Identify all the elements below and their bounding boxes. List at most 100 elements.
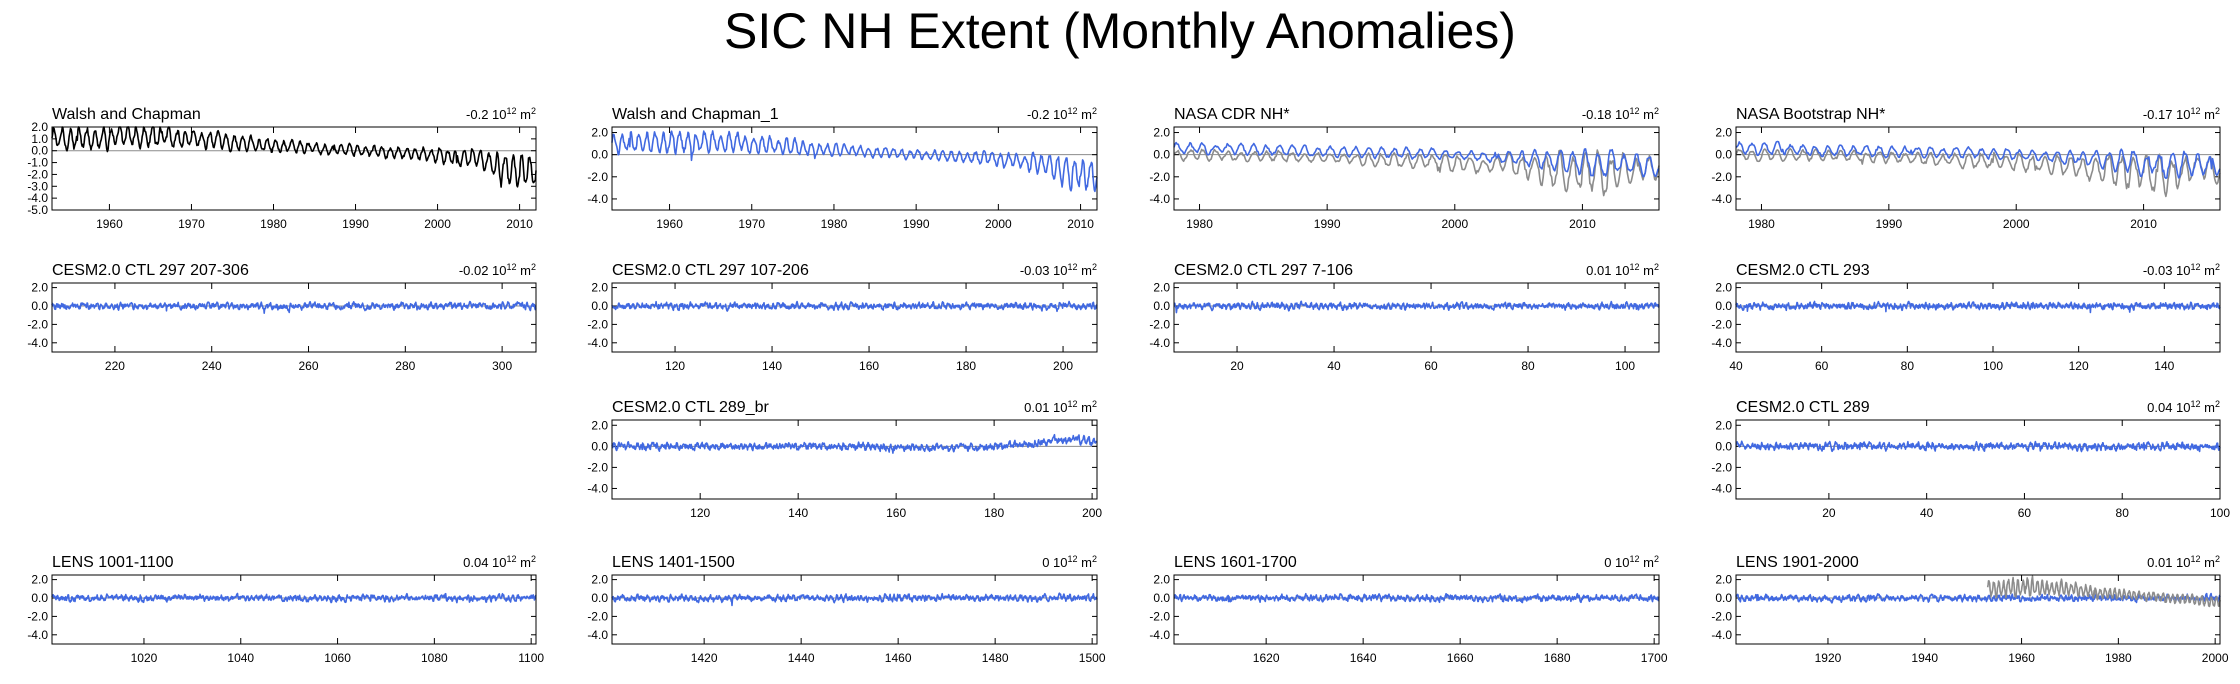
x-tick-label: 1990 bbox=[1875, 217, 1902, 231]
y-tick-label: -2.0 bbox=[1711, 170, 1732, 184]
y-tick-label: -2.0 bbox=[1149, 609, 1170, 623]
x-tick-label: 60 bbox=[1424, 359, 1438, 373]
panel-13: LENS 1901-2000 0.01 1012 m2 2.0 0.0 -2.0 -4.0… bbox=[1711, 554, 2229, 665]
y-tick-label: -4.0 bbox=[1149, 628, 1170, 642]
x-tick-label: 160 bbox=[886, 506, 906, 520]
panel-title: LENS 1601-1700 bbox=[1174, 554, 1297, 571]
plot-frame bbox=[1735, 419, 2221, 500]
y-tick-label: 2.0 bbox=[31, 573, 48, 587]
y-tick-label: 2.0 bbox=[1715, 126, 1732, 140]
plot-frame bbox=[611, 126, 1098, 211]
y-tick-label: -2.0 bbox=[1711, 609, 1732, 623]
series-line bbox=[51, 126, 537, 188]
series-line bbox=[1173, 300, 1660, 314]
panel-11: LENS 1401-1500 0 1012 m2 2.0 0.0 -2.0 -4.0 142… bbox=[587, 554, 1106, 665]
x-tick-label: 260 bbox=[299, 359, 319, 373]
x-tick-label: 1040 bbox=[227, 651, 254, 665]
y-tick-label: 2.0 bbox=[591, 126, 608, 140]
y-tick-label: -2.0 bbox=[587, 460, 608, 474]
y-tick-label: 0.0 bbox=[31, 299, 48, 313]
panel-title: LENS 1401-1500 bbox=[612, 554, 735, 571]
y-tick-label: -4.0 bbox=[27, 628, 48, 642]
x-tick-label: 1920 bbox=[1815, 651, 1842, 665]
y-tick-label: 2.0 bbox=[1715, 573, 1732, 587]
x-tick-label: 180 bbox=[956, 359, 976, 373]
y-tick-label: 2.0 bbox=[1153, 126, 1170, 140]
panel-title: NASA Bootstrap NH* bbox=[1736, 106, 1885, 123]
panel-stat: 0.04 1012 m2 bbox=[2147, 399, 2220, 415]
x-tick-label: 2010 bbox=[1569, 217, 1596, 231]
y-tick-label: -4.0 bbox=[1711, 481, 1732, 495]
panel-stat: -0.02 1012 m2 bbox=[459, 262, 536, 278]
panel-stat: -0.03 1012 m2 bbox=[2143, 262, 2220, 278]
panel-12: LENS 1601-1700 0 1012 m2 2.0 0.0 -2.0 -4.0 162… bbox=[1149, 554, 1668, 665]
x-tick-label: 2000 bbox=[2003, 217, 2030, 231]
y-tick-label: -4.0 bbox=[1711, 192, 1732, 206]
y-tick-label: 0.0 bbox=[1715, 148, 1732, 162]
x-tick-label: 1980 bbox=[1186, 217, 1213, 231]
y-tick-label: 2.0 bbox=[31, 281, 48, 295]
panel-2: NASA CDR NH* -0.18 1012 m2 2.0 0.0 -2.0 -4.0 1… bbox=[1149, 106, 1660, 231]
y-tick-label: 0.0 bbox=[1153, 148, 1170, 162]
y-tick-label: 2.0 bbox=[591, 418, 608, 432]
x-tick-label: 1460 bbox=[885, 651, 912, 665]
y-tick-label: -2.0 bbox=[1711, 317, 1732, 331]
x-tick-label: 180 bbox=[984, 506, 1004, 520]
y-tick-label: -2.0 bbox=[27, 609, 48, 623]
y-tick-label: 0.0 bbox=[1153, 299, 1170, 313]
panel-stat: -0.17 1012 m2 bbox=[2143, 106, 2220, 122]
y-tick-label: -4.0 bbox=[1149, 192, 1170, 206]
x-tick-label: 1440 bbox=[788, 651, 815, 665]
y-tick-label: -2.0 bbox=[1149, 317, 1170, 331]
y-tick-label: 2.0 bbox=[1715, 418, 1732, 432]
x-tick-label: 100 bbox=[2210, 506, 2230, 520]
y-tick-label: -4.0 bbox=[587, 628, 608, 642]
series-line bbox=[1173, 148, 1660, 197]
y-tick-label: 2.0 bbox=[591, 281, 608, 295]
x-tick-label: 1960 bbox=[656, 217, 683, 231]
x-tick-label: 1020 bbox=[131, 651, 158, 665]
series-line bbox=[1735, 440, 2221, 453]
y-tick-label: 0.0 bbox=[1715, 591, 1732, 605]
x-tick-label: 120 bbox=[665, 359, 685, 373]
y-tick-label: -2.0 bbox=[27, 317, 48, 331]
x-tick-label: 1680 bbox=[1544, 651, 1571, 665]
series-line bbox=[1173, 592, 1660, 604]
y-tick-label: -4.0 bbox=[27, 191, 48, 205]
x-tick-label: 1940 bbox=[1911, 651, 1938, 665]
panel-5: CESM2.0 CTL 297 107-206 -0.03 1012 m2 2.0 0… bbox=[587, 262, 1098, 373]
x-tick-label: 1660 bbox=[1447, 651, 1474, 665]
y-tick-label: -4.0 bbox=[587, 481, 608, 495]
y-tick-label: 2.0 bbox=[591, 573, 608, 587]
x-tick-label: 1960 bbox=[96, 217, 123, 231]
x-tick-label: 1960 bbox=[2008, 651, 2035, 665]
x-tick-label: 1500 bbox=[1079, 651, 1106, 665]
panel-stat: 0.04 1012 m2 bbox=[463, 554, 536, 570]
y-tick-label: -2.0 bbox=[1149, 170, 1170, 184]
plot-frame bbox=[1735, 574, 2221, 645]
series-line bbox=[1735, 300, 2221, 314]
panel-4: CESM2.0 CTL 297 207-306 -0.02 1012 m2 2.0 0… bbox=[27, 262, 537, 373]
x-tick-label: 40 bbox=[1327, 359, 1341, 373]
x-tick-label: 1620 bbox=[1253, 651, 1280, 665]
y-tick-label: -1.0 bbox=[27, 156, 48, 170]
series-line bbox=[611, 300, 1098, 313]
plot-frame bbox=[611, 282, 1098, 353]
series-line bbox=[611, 433, 1098, 454]
y-tick-label: 0.0 bbox=[591, 299, 608, 313]
panel-title: NASA CDR NH* bbox=[1174, 106, 1290, 123]
plot-frame bbox=[51, 574, 537, 645]
series-line bbox=[1735, 140, 2221, 179]
x-tick-label: 80 bbox=[1901, 359, 1915, 373]
plot-frame bbox=[1735, 126, 2221, 211]
series-line bbox=[1735, 148, 2221, 198]
panel-0: Walsh and Chapman -0.2 1012 m2 2.01.00.0-1… bbox=[27, 106, 537, 231]
panel-title: LENS 1901-2000 bbox=[1736, 554, 1859, 571]
x-tick-label: 1080 bbox=[421, 651, 448, 665]
x-tick-label: 2010 bbox=[2130, 217, 2157, 231]
y-tick-label: 2.0 bbox=[1153, 281, 1170, 295]
plot-frame bbox=[1173, 574, 1660, 645]
y-tick-label: 1.0 bbox=[31, 132, 48, 146]
x-tick-label: 1990 bbox=[903, 217, 930, 231]
x-tick-label: 2000 bbox=[1441, 217, 1468, 231]
